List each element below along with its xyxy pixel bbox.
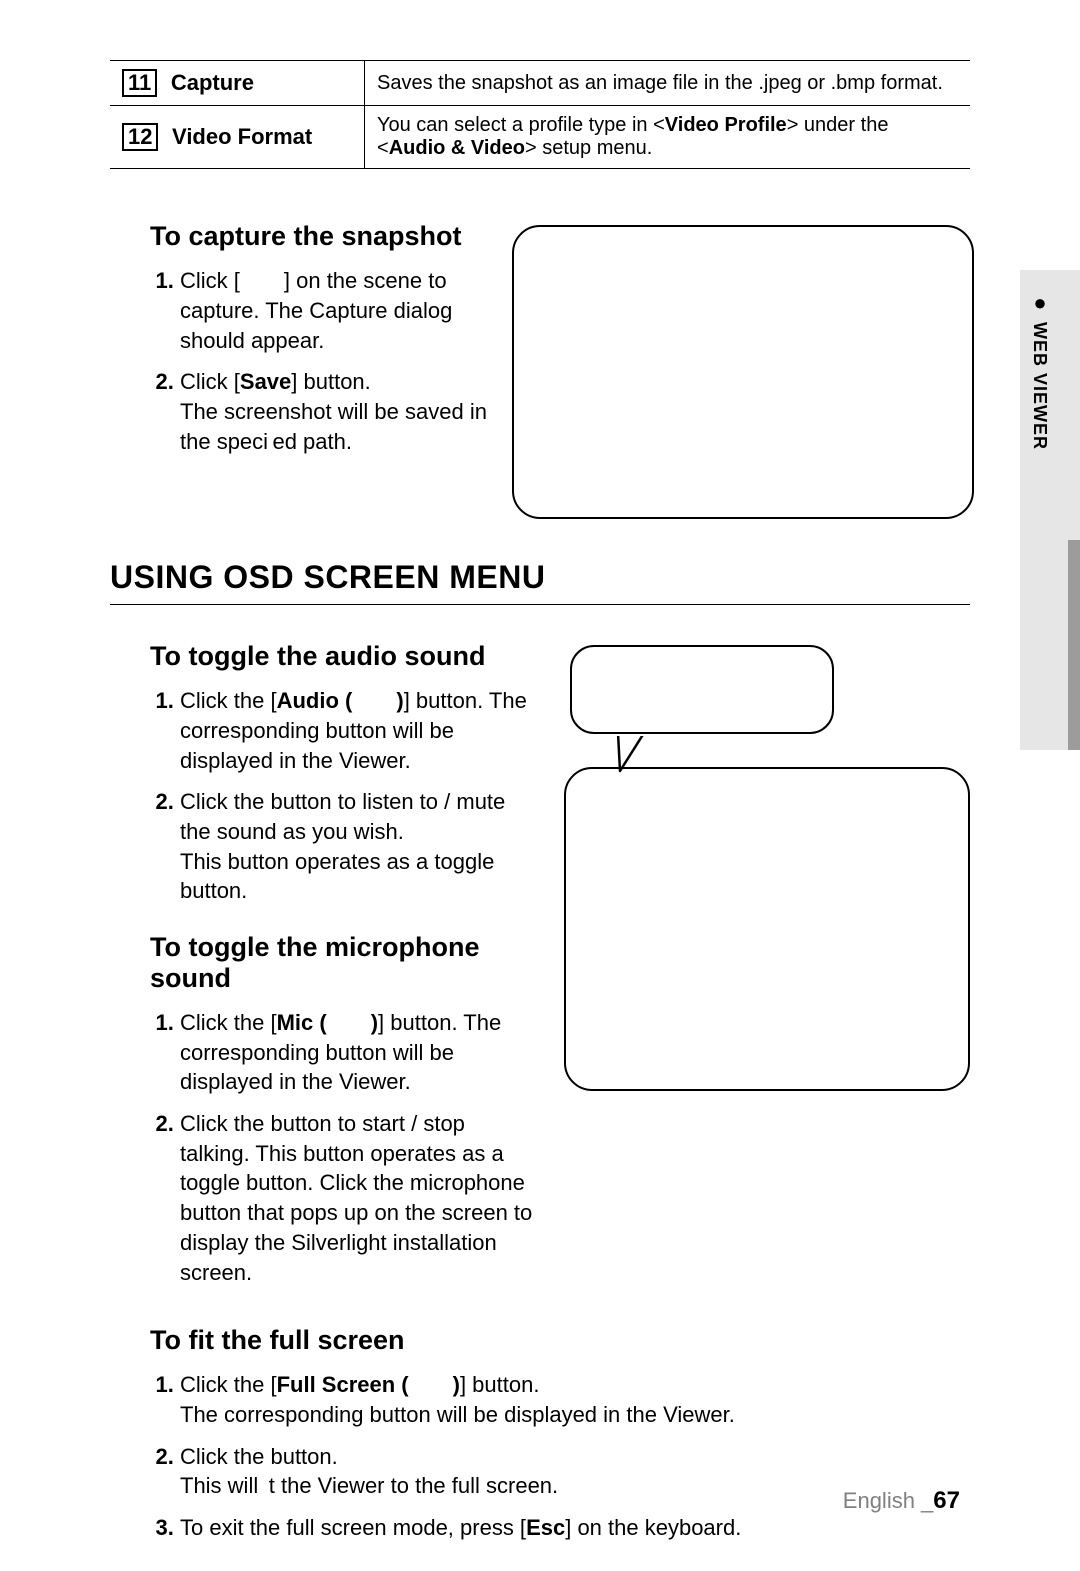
osd-figure-column — [564, 615, 970, 1085]
mic-steps: Click the [Mic ( )] button. The correspo… — [150, 1008, 540, 1287]
side-tab-label: WEB VIEWER — [1029, 322, 1050, 450]
list-item: Click the [Audio ( )] button. The corres… — [180, 686, 540, 775]
capture-heading: To capture the snapshot — [150, 221, 488, 252]
audio-steps: Click the [Audio ( )] button. The corres… — [150, 686, 540, 906]
osd-section: To toggle the audio sound Click the [Aud… — [110, 615, 970, 1299]
osd-callout-figure — [564, 645, 970, 1085]
table-row: 12 Video FormatYou can select a profile … — [110, 106, 970, 169]
manual-page: ● WEB VIEWER 11 CaptureSaves the snapsho… — [0, 0, 1080, 1571]
list-item: Click the button to listen to / mute the… — [180, 787, 540, 906]
capture-steps: Click [ ] on the scene to capture. The C… — [150, 266, 488, 456]
osd-section-heading: USING OSD SCREEN MENU — [110, 559, 970, 605]
table-cell-desc: You can select a profile type in <Video … — [365, 106, 971, 169]
capture-figure-column — [512, 195, 970, 519]
list-item: Click the [Mic ( )] button. The correspo… — [180, 1008, 540, 1097]
capture-placeholder-figure — [512, 225, 974, 519]
fullscreen-heading: To fit the full screen — [150, 1325, 970, 1356]
capture-section: To capture the snapshot Click [ ] on the… — [110, 195, 970, 519]
list-item: Click [ ] on the scene to capture. The C… — [180, 266, 488, 355]
fullscreen-steps: Click the [Full Screen ( )] button.The c… — [150, 1370, 970, 1542]
page-footer: English _67 — [843, 1487, 960, 1515]
callout-bubble — [570, 645, 834, 734]
ref-label: Video Format — [172, 124, 312, 149]
footer-language: English — [843, 1488, 915, 1513]
list-item: Click the [Full Screen ( )] button.The c… — [180, 1370, 970, 1429]
reference-table: 11 CaptureSaves the snapshot as an image… — [110, 60, 970, 169]
table-cell-label: 12 Video Format — [110, 106, 365, 169]
audio-heading: To toggle the audio sound — [150, 641, 540, 672]
table-row: 11 CaptureSaves the snapshot as an image… — [110, 61, 970, 106]
table-cell-desc: Saves the snapshot as an image file in t… — [365, 61, 971, 106]
side-tab: ● WEB VIEWER — [1029, 290, 1050, 450]
list-item: To exit the full screen mode, press [Esc… — [180, 1513, 970, 1543]
osd-text-column: To toggle the audio sound Click the [Aud… — [110, 615, 540, 1299]
callout-main-box — [564, 767, 970, 1091]
side-tab-accent — [1068, 540, 1080, 750]
capture-text-column: To capture the snapshot Click [ ] on the… — [110, 195, 488, 468]
mic-heading: To toggle the microphone sound — [150, 932, 540, 994]
footer-separator: _ — [915, 1488, 933, 1513]
list-item: Click [Save] button.The screenshot will … — [180, 367, 488, 456]
table-cell-label: 11 Capture — [110, 61, 365, 106]
reference-table-body: 11 CaptureSaves the snapshot as an image… — [110, 61, 970, 169]
footer-page-number: 67 — [933, 1487, 960, 1514]
ref-label: Capture — [171, 70, 254, 95]
ref-number-box: 11 — [122, 69, 157, 97]
ref-number-box: 12 — [122, 123, 158, 151]
list-item: Click the button to start / stop talking… — [180, 1109, 540, 1287]
